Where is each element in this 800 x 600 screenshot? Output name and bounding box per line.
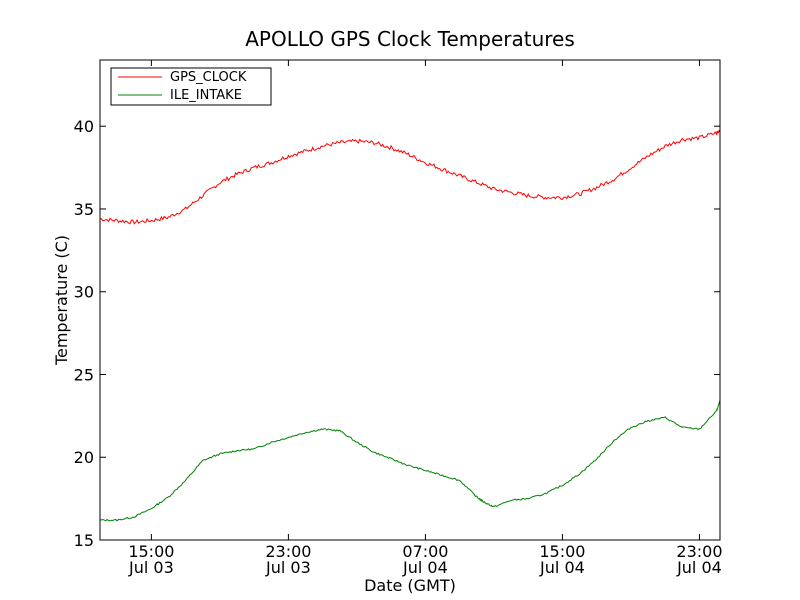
legend: GPS_CLOCK ILE_INTAKE [110,67,272,106]
plot-area-background [100,60,720,540]
legend-box [110,67,272,106]
x-tick-label-date: Jul 04 [539,558,585,577]
x-tick-label-time: 15:00 [128,542,174,561]
x-tick-label-date: Jul 04 [676,558,722,577]
legend-label-gps-clock: GPS_CLOCK [170,70,247,85]
x-tick-label-time: 23:00 [265,542,311,561]
chart-title: APOLLO GPS Clock Temperatures [245,27,575,51]
x-tick-label-date: Jul 03 [265,558,311,577]
y-tick-label: 25 [74,365,94,384]
y-tick-label: 15 [74,531,94,550]
x-axis-label: Date (GMT) [364,576,456,595]
x-tick-label-date: Jul 04 [402,558,448,577]
y-tick-label: 35 [74,200,94,219]
y-axis-label: Temperature (C) [52,235,71,366]
x-tick-label-time: 07:00 [402,542,448,561]
x-tick-label-time: 23:00 [676,542,722,561]
legend-label-ile-intake: ILE_INTAKE [170,88,242,103]
y-tick-label: 40 [74,117,94,136]
series-line-ile-intake [99,400,721,522]
y-tick-label: 30 [74,283,94,302]
y-tick-label: 20 [74,448,94,467]
x-tick-label-date: Jul 03 [128,558,174,577]
plot-frame [99,59,721,541]
series-line-gps-clock [99,129,721,225]
x-tick-label-time: 15:00 [539,542,585,561]
